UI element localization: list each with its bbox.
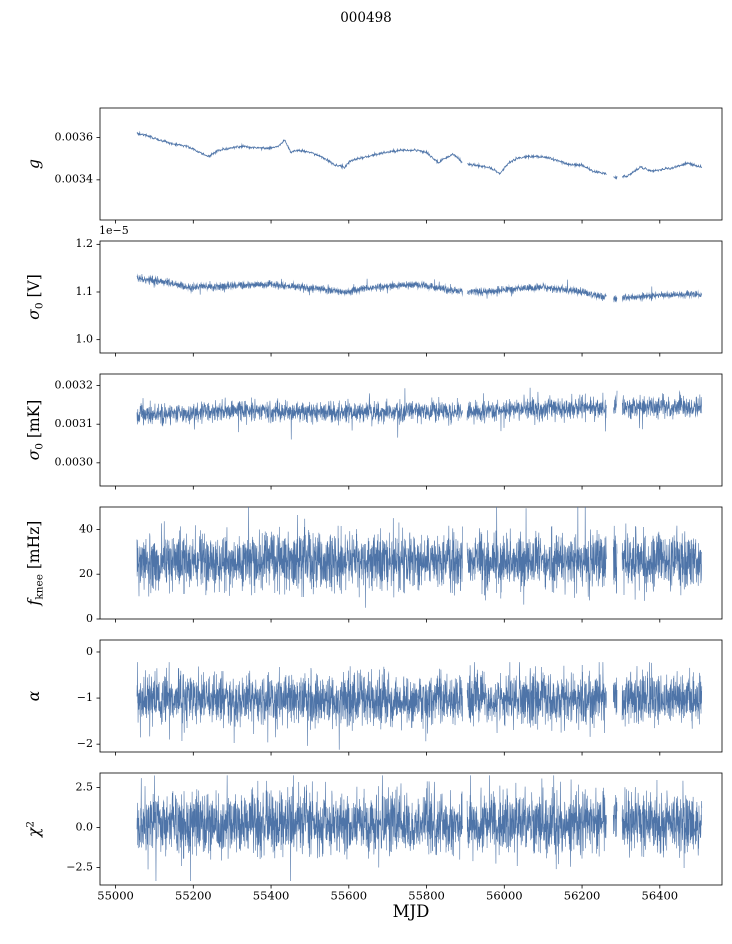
y-axis-offset-label: 1e−5 xyxy=(99,224,129,237)
figure-title: 000498 xyxy=(340,10,392,26)
x-axis-label: MJD xyxy=(392,902,430,921)
